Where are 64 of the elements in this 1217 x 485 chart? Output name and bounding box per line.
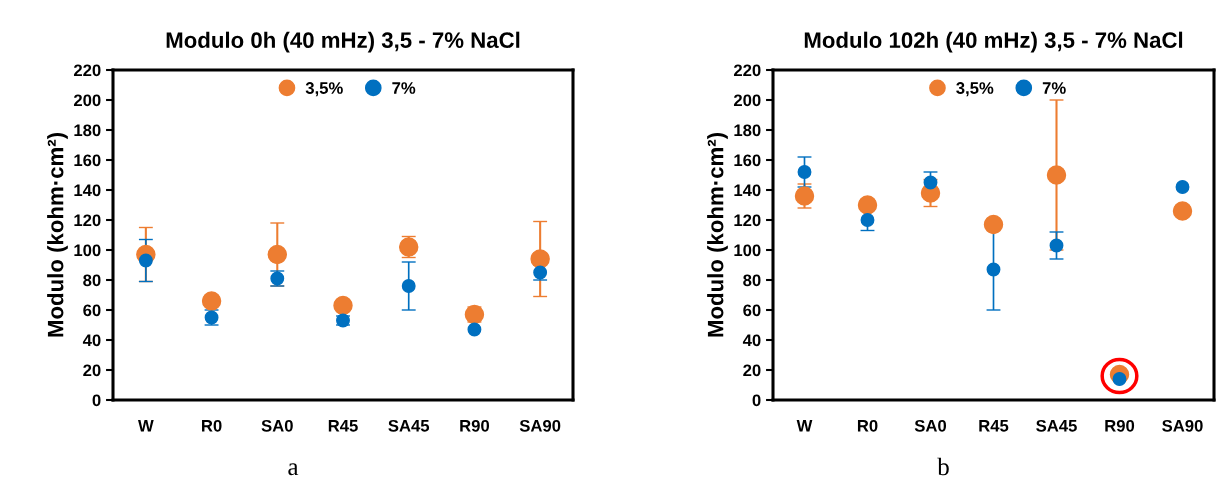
legend-label: 3,5%: [305, 82, 343, 97]
chart-title: Modulo 0h (40 mHz) 3,5 - 7% NaCl: [166, 31, 520, 53]
y-tick-label: 80: [743, 274, 761, 287]
x-tick-label: SA90: [1162, 419, 1203, 432]
y-tick-label: 80: [83, 274, 101, 287]
y-tick-label: 220: [733, 64, 761, 77]
point: [201, 291, 222, 311]
point: [1046, 165, 1067, 185]
y-tick-label: 140: [734, 184, 761, 197]
point: [857, 195, 878, 215]
x-tick-label: R90: [460, 419, 490, 432]
legend-label: 3,5%: [956, 82, 994, 97]
point: [1175, 180, 1190, 194]
y-tick-label: 160: [734, 154, 761, 167]
y-tick-label: 200: [73, 94, 101, 107]
y-tick-label: 60: [743, 304, 761, 317]
chart-title: Modulo 102h (40 mHz) 3,5 - 7% NaCl: [804, 31, 1183, 53]
y-tick-label: 200: [733, 94, 761, 107]
y-tick-label: 40: [742, 334, 761, 347]
point: [1172, 201, 1193, 221]
x-tick-label: R45: [328, 420, 358, 432]
y-tick-label: 100: [74, 244, 101, 257]
point: [1049, 238, 1064, 253]
legend-label: 7%: [1042, 82, 1066, 94]
y-tick-label: 180: [74, 124, 101, 137]
y-tick-label: 20: [743, 364, 761, 377]
x-tick-label: SA90: [519, 419, 561, 432]
y-axis-title: Modulo (kohm·cm²): [707, 133, 728, 337]
y-tick-label: 20: [83, 364, 101, 377]
y-tick-label: 120: [734, 214, 761, 227]
y-tick-label: 60: [83, 304, 101, 317]
point: [797, 165, 812, 179]
x-tick-label: SA0: [261, 419, 293, 432]
point: [923, 175, 938, 190]
point: [530, 249, 550, 269]
x-tick-label: R0: [202, 419, 222, 432]
y-tick-label: 0: [92, 394, 101, 407]
y-tick-label: 120: [74, 214, 101, 227]
y-tick-label: 220: [73, 64, 101, 77]
y-tick-label: 180: [734, 124, 761, 137]
x-tick-label: W: [138, 420, 154, 432]
y-tick-label: 40: [82, 334, 101, 347]
y-tick-label: 0: [752, 394, 761, 407]
point: [986, 262, 1001, 277]
point: [860, 213, 875, 227]
point: [333, 295, 353, 316]
y-tick-label: 100: [734, 244, 761, 257]
text: b: [937, 457, 949, 476]
x-tick-label: R45: [979, 420, 1009, 432]
x-tick-label: W: [796, 420, 813, 432]
x-tick-label: SA45: [388, 419, 430, 432]
y-axis-title: Modulo (kohm·cm²): [47, 133, 68, 337]
y-tick-label: 160: [74, 154, 101, 167]
point: [983, 214, 1004, 235]
point: [267, 244, 288, 265]
y-tick-label: 140: [74, 184, 101, 197]
x-tick-label: R90: [1105, 419, 1135, 432]
x-tick-label: SA0: [914, 419, 947, 432]
text: a: [288, 463, 299, 476]
legend-label: 7%: [392, 82, 416, 94]
point: [401, 279, 416, 293]
point: [467, 322, 482, 337]
x-tick-label: SA45: [1036, 419, 1077, 432]
x-tick-label: R0: [857, 419, 878, 432]
